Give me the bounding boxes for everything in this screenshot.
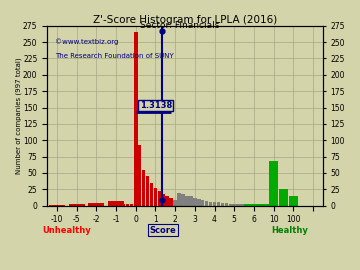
- Bar: [138, 146, 141, 206]
- Y-axis label: Number of companies (997 total): Number of companies (997 total): [15, 58, 22, 174]
- Bar: [150, 183, 153, 206]
- Bar: [268, 204, 271, 206]
- Bar: [244, 204, 248, 206]
- Text: 1.3138: 1.3138: [140, 101, 172, 110]
- Bar: [189, 197, 193, 206]
- Bar: [134, 32, 138, 206]
- Bar: [240, 204, 244, 206]
- Text: Score: Score: [149, 226, 176, 235]
- Text: The Research Foundation of SUNY: The Research Foundation of SUNY: [55, 53, 174, 59]
- Bar: [260, 204, 264, 206]
- Bar: [130, 204, 133, 206]
- Bar: [225, 203, 228, 206]
- Bar: [256, 204, 260, 206]
- Bar: [49, 205, 65, 206]
- Bar: [289, 196, 298, 206]
- Text: Sector: Financials: Sector: Financials: [140, 21, 220, 30]
- Bar: [89, 203, 104, 206]
- Title: Z'-Score Histogram for LPLA (2016): Z'-Score Histogram for LPLA (2016): [93, 15, 277, 25]
- Bar: [118, 204, 121, 206]
- Bar: [197, 199, 201, 206]
- Text: Unhealthy: Unhealthy: [42, 226, 91, 235]
- Bar: [193, 198, 197, 206]
- Bar: [108, 201, 124, 206]
- Bar: [279, 189, 288, 206]
- Bar: [205, 201, 208, 206]
- Bar: [154, 188, 157, 206]
- Bar: [229, 204, 232, 206]
- Bar: [126, 204, 129, 206]
- Bar: [166, 196, 169, 206]
- Bar: [174, 200, 177, 206]
- Bar: [142, 170, 145, 206]
- Bar: [177, 193, 181, 206]
- Bar: [269, 161, 278, 206]
- Text: ©www.textbiz.org: ©www.textbiz.org: [55, 38, 119, 45]
- Bar: [122, 204, 125, 206]
- Bar: [181, 194, 185, 206]
- Bar: [146, 176, 149, 206]
- Text: Healthy: Healthy: [271, 226, 308, 235]
- Bar: [217, 202, 220, 206]
- Bar: [248, 204, 252, 206]
- Bar: [158, 191, 161, 206]
- Bar: [162, 194, 165, 206]
- Bar: [221, 203, 224, 206]
- Bar: [233, 204, 236, 206]
- Bar: [213, 202, 216, 206]
- Bar: [170, 198, 173, 206]
- Bar: [209, 202, 212, 206]
- Bar: [264, 204, 267, 206]
- Bar: [252, 204, 256, 206]
- Bar: [237, 204, 240, 206]
- Bar: [201, 200, 204, 206]
- Bar: [69, 204, 85, 206]
- Bar: [185, 196, 189, 206]
